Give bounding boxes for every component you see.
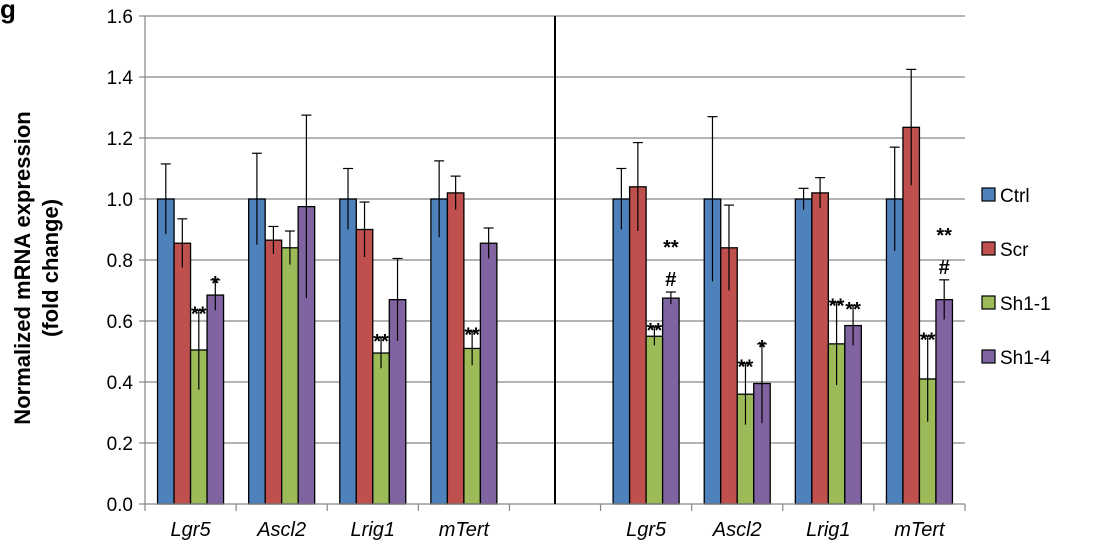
- bar-sh1-4: [206, 294, 225, 505]
- y-tick-label: 1.6: [107, 7, 133, 28]
- legend-swatch-scr: [981, 241, 996, 256]
- legend: Ctrl Scr Sh1-1 Sh1-4: [981, 186, 1051, 369]
- bar-ctrl: [156, 198, 175, 505]
- y-tick-label: 1.2: [107, 129, 133, 150]
- significance-mark: *: [211, 273, 219, 295]
- y-tick-label: 0.4: [107, 373, 134, 394]
- legend-swatch-ctrl: [981, 187, 996, 202]
- significance-mark: **: [936, 225, 952, 247]
- significance-mark: #: [939, 257, 950, 279]
- bar-ctrl: [430, 198, 449, 505]
- significance-mark: **: [464, 325, 480, 347]
- bar-sh1-1: [281, 247, 299, 505]
- bar-ctrl: [339, 198, 357, 505]
- significance-mark: **: [829, 296, 845, 318]
- x-tick-label: Lgr5: [171, 519, 212, 541]
- significance-annotations: ***** ** ****#***** ******#: [191, 225, 952, 379]
- bar-scr: [355, 228, 374, 505]
- bar-scr: [173, 242, 192, 505]
- y-axis: 0.0 0.2 0.4 0.6 0.8 1.0 1.2 1.4 1.6: [107, 7, 146, 516]
- significance-mark: *: [758, 337, 766, 359]
- y-tick-label: 1.0: [107, 190, 133, 211]
- bar-scr: [446, 192, 465, 505]
- legend-label: Scr: [1000, 240, 1029, 261]
- x-tick-label: Ascl2: [712, 519, 762, 541]
- significance-mark: **: [191, 303, 207, 325]
- bar-sh1-4: [935, 298, 954, 505]
- x-axis: Lgr5 Ascl2 Lrig1 mTert Lgr5 Ascl2 Lrig1 mTert: [144, 16, 966, 541]
- bar-sh1-4: [479, 242, 498, 505]
- panel-label: g: [0, 0, 16, 24]
- significance-mark: **: [647, 320, 663, 342]
- legend-label: Sh1-1: [1000, 294, 1051, 315]
- significance-mark: **: [920, 329, 936, 351]
- y-tick-label: 0.6: [107, 312, 133, 333]
- bar-ctrl: [794, 198, 813, 505]
- bar-sh1-1: [372, 352, 390, 505]
- y-axis-label-line1: Normalized mRNA expression: [10, 111, 35, 424]
- legend-label: Sh1-4: [1000, 348, 1051, 369]
- bar-sh1-1: [645, 335, 664, 505]
- bar-scr: [628, 186, 647, 505]
- bar-sh1-4: [844, 324, 862, 505]
- x-tick-label: Lrig1: [351, 519, 395, 541]
- legend-swatch-sh1-1: [981, 295, 996, 310]
- significance-mark: **: [663, 237, 679, 259]
- y-tick-label: 1.4: [107, 68, 134, 89]
- x-tick-label: Ascl2: [256, 519, 306, 541]
- y-axis-title: Normalized mRNA expression (fold change): [10, 111, 63, 424]
- legend-label: Ctrl: [1000, 186, 1030, 207]
- significance-mark: #: [665, 269, 676, 291]
- bar-sh1-4: [661, 297, 680, 505]
- x-tick-label: Lgr5: [626, 519, 667, 541]
- x-tick-label: Lrig1: [806, 519, 850, 541]
- bar-ctrl: [612, 198, 631, 505]
- bar-scr: [811, 192, 829, 505]
- y-tick-label: 0.2: [107, 434, 133, 455]
- bar-sh1-1: [463, 347, 482, 505]
- y-axis-label-line2: (fold change): [38, 199, 63, 337]
- y-tick-label: 0.0: [107, 495, 133, 516]
- y-tick-label: 0.8: [107, 251, 133, 272]
- x-tick-label: mTert: [894, 519, 946, 541]
- significance-mark: **: [845, 299, 861, 321]
- significance-mark: **: [373, 331, 389, 353]
- significance-mark: **: [738, 357, 754, 379]
- bar-scr: [264, 239, 283, 505]
- error-bars: [160, 68, 950, 425]
- x-tick-label: mTert: [439, 519, 491, 541]
- legend-swatch-sh1-4: [981, 349, 996, 364]
